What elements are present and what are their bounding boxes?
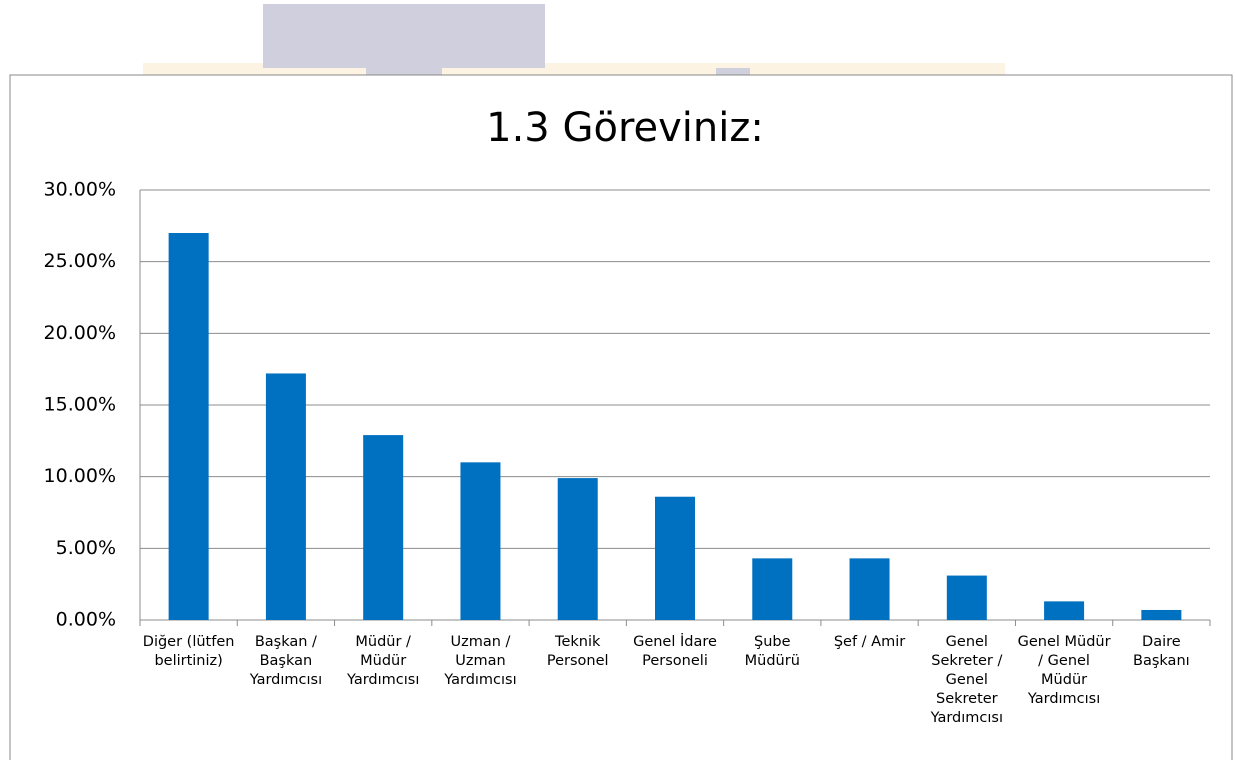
x-tick-label: Teknik Personel <box>546 634 609 669</box>
x-tick-label: Genel Müdür / Genel Müdür Yardımcısı <box>1017 634 1111 707</box>
bar <box>752 558 793 620</box>
x-tick-label: Şube Müdürü <box>744 634 800 669</box>
bar <box>363 435 404 620</box>
decor-block <box>263 4 545 68</box>
x-tick-label: Genel Sekreter / Genel Sekreter Yardımcı… <box>930 634 1004 726</box>
x-tick-label: Müdür / Müdür Yardımcısı <box>346 634 420 688</box>
bar <box>557 478 598 620</box>
bar <box>168 233 209 620</box>
y-tick-label: 20.00% <box>44 322 116 344</box>
x-tick-label: Genel İdare Personeli <box>633 634 717 669</box>
x-tick-label: Daire Başkanı <box>1133 634 1190 669</box>
bar <box>946 575 987 620</box>
bar <box>460 462 501 620</box>
x-tick-label: Diğer (lütfen belirtiniz) <box>142 634 235 669</box>
y-tick-label: 0.00% <box>56 609 116 631</box>
x-tick-label: Başkan / Başkan Yardımcısı <box>249 634 323 688</box>
y-tick-label: 10.00% <box>44 465 116 487</box>
chart-title: 1.3 Göreviniz: <box>486 105 764 151</box>
y-tick-label: 5.00% <box>56 537 116 559</box>
chart-frame <box>9 74 1233 760</box>
bar <box>1044 601 1085 620</box>
bar <box>265 373 306 620</box>
bar <box>849 558 890 620</box>
y-tick-label: 30.00% <box>44 179 116 201</box>
y-tick-label: 25.00% <box>44 250 116 272</box>
x-tick-label: Şef / Amir <box>833 634 906 650</box>
x-tick-label: Uzman / Uzman Yardımcısı <box>444 634 517 688</box>
y-tick-label: 15.00% <box>44 394 116 416</box>
bar <box>1141 609 1182 620</box>
bar <box>655 496 695 620</box>
